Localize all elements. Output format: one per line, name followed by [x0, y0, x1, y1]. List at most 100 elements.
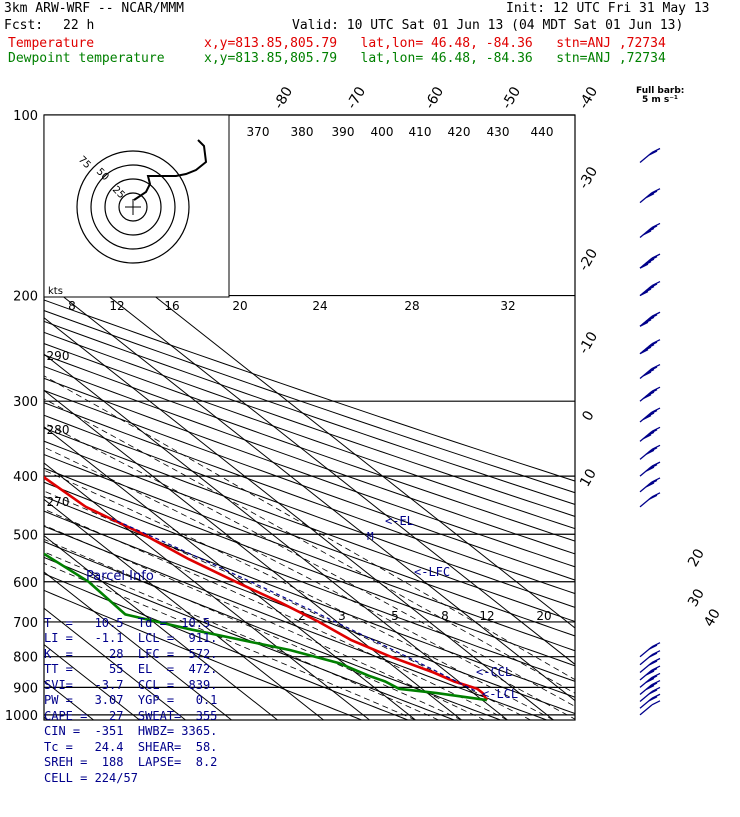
- isotherm-line: [44, 607, 186, 721]
- wind-barb: [639, 492, 661, 508]
- hodograph-speed-label: 12: [109, 299, 124, 313]
- moist-adiabat-line: [44, 469, 554, 721]
- dry-adiabat-line: [44, 414, 575, 608]
- hodograph-frame: [43, 114, 230, 298]
- temperature-tick-label: -10: [576, 329, 601, 357]
- moist-adiabat-line: [44, 398, 575, 694]
- dry-adiabat-line: [44, 453, 575, 652]
- wind-barb: [639, 311, 661, 327]
- theta-label: 380: [291, 125, 314, 139]
- pressure-tick-label: 800: [13, 651, 38, 666]
- temperature-tick-label: -50: [499, 84, 524, 112]
- pressure-tick-label: 1000: [5, 709, 38, 724]
- isotherm-line: [0, 115, 2, 720]
- pressure-tick-label: 400: [13, 470, 38, 485]
- mixing-ratio-label: 8: [441, 609, 449, 623]
- isotherm-line: [44, 353, 508, 721]
- parcel-info-row: K = 28 LFC = 572.: [44, 646, 218, 661]
- temperature-tick-label: -60: [422, 84, 447, 112]
- moist-adiabat-line: [44, 551, 439, 721]
- dry-adiabat-line: [44, 310, 575, 494]
- dry-adiabat-line: [44, 343, 575, 530]
- dry-adiabat-line: [44, 481, 575, 682]
- moist-adiabat-line: [44, 538, 462, 721]
- hodograph-speed-label: 16: [164, 299, 179, 313]
- theta-label: 290: [47, 349, 70, 363]
- wind-barb: [639, 222, 661, 238]
- wind-scale-units: 5 m s⁻¹: [642, 95, 678, 105]
- temperature-tick-label: -20: [576, 246, 601, 274]
- pressure-tick-label: 300: [13, 395, 38, 410]
- wind-barb: [639, 407, 661, 423]
- isotherm-line: [44, 244, 575, 665]
- lfc-marker: <-LFC: [414, 565, 451, 579]
- temperature-profile: [44, 475, 489, 701]
- parcel-info-row: SVI= -3.7 CCL = 839.: [44, 677, 218, 692]
- dewpoint-legend: Dewpoint temperature: [8, 51, 165, 66]
- theta-label: 390: [332, 125, 355, 139]
- init-time: Init: 12 UTC Fri 31 May 13: [506, 1, 710, 16]
- parcel-info-title: Parcel Info: [86, 569, 154, 584]
- wind-barb: [639, 461, 661, 477]
- parcel-info-row: CIN = -351 HWBZ= 3365.: [44, 724, 218, 738]
- dry-adiabat-line: [44, 467, 575, 667]
- pressure-tick-label: 600: [13, 576, 38, 591]
- temperature-location: x,y=813.85,805.79 lat,lon= 46.48, -84.36…: [204, 36, 666, 51]
- isotherm-line: [44, 571, 232, 721]
- dewpoint-profile: [44, 552, 488, 702]
- hodograph-speed-label: 20: [232, 299, 247, 313]
- wind-barb: [639, 650, 661, 666]
- mixing-ratio-label: 20: [536, 609, 551, 623]
- el-marker: <-EL: [385, 514, 414, 528]
- theta-label: 370: [247, 125, 270, 139]
- temperature-legend: Temperature: [8, 36, 95, 51]
- temperature-tick-label: 40: [701, 606, 724, 629]
- wind-barb: [639, 477, 661, 493]
- hodograph-speed-label: 24: [312, 299, 327, 313]
- mixing-ratio-label: 3: [338, 609, 346, 623]
- wind-scale-label: Full barb:: [636, 86, 685, 96]
- moist-adiabat-line: [44, 508, 508, 721]
- temperature-tick-label: 30: [685, 586, 708, 609]
- wind-barb: [639, 686, 661, 702]
- parcel-info-panel: Parcel Info T = 10.5 Td = 10.5 LI = -1.1 …: [44, 538, 230, 785]
- dry-adiabat-line: [44, 354, 575, 542]
- theta-label: 270: [47, 495, 70, 509]
- dry-adiabat-line: [44, 525, 547, 721]
- wind-barb: [639, 363, 661, 380]
- wind-barb: [639, 386, 661, 402]
- mixing-ratio-label: 5: [391, 609, 399, 623]
- pressure-tick-label: 500: [13, 528, 38, 543]
- theta-label: 440: [531, 125, 554, 139]
- pressure-tick-label: 900: [13, 681, 38, 696]
- hodograph-ring: [76, 150, 190, 264]
- parcel-info-row: Tc = 24.4 SHEAR= 58.: [44, 739, 218, 754]
- wind-barb: [639, 700, 661, 716]
- dry-adiabat-line: [44, 331, 575, 517]
- dry-adiabat-line: [44, 389, 575, 581]
- pressure-tick-label: 700: [13, 616, 38, 631]
- theta-label: 400: [371, 125, 394, 139]
- dry-adiabat-line: [44, 320, 575, 505]
- dry-adiabat-line: [44, 495, 575, 698]
- parcel-info-row: TT = 55 EL = 472.: [44, 662, 218, 676]
- dry-adiabat-line: [44, 299, 575, 482]
- moist-adiabat-line: [44, 375, 575, 681]
- isotherm-line: [44, 317, 554, 721]
- theta-label: 410: [409, 125, 432, 139]
- temperature-tick-label: -40: [576, 84, 601, 112]
- dry-adiabat-line: [44, 510, 575, 715]
- temperature-tick-label: -80: [271, 84, 296, 112]
- plot-frame: [43, 114, 576, 721]
- hodograph-speed-label: 32: [500, 299, 515, 313]
- dry-adiabat-line: [44, 377, 575, 568]
- parcel-info-row: SREH = 188 LAPSE= 8.2: [44, 755, 218, 769]
- moist-adiabat-line: [44, 446, 575, 720]
- parcel-info-row: CELL = 224/57: [44, 770, 138, 785]
- wind-barb: [639, 188, 661, 204]
- temperature-tick-label: 0: [579, 408, 597, 424]
- parcel-info-row: CAPE = 27 SWEAT= 355: [44, 708, 218, 723]
- mixing-ratio-label: 12: [479, 609, 494, 623]
- parcel-path: [111, 518, 476, 692]
